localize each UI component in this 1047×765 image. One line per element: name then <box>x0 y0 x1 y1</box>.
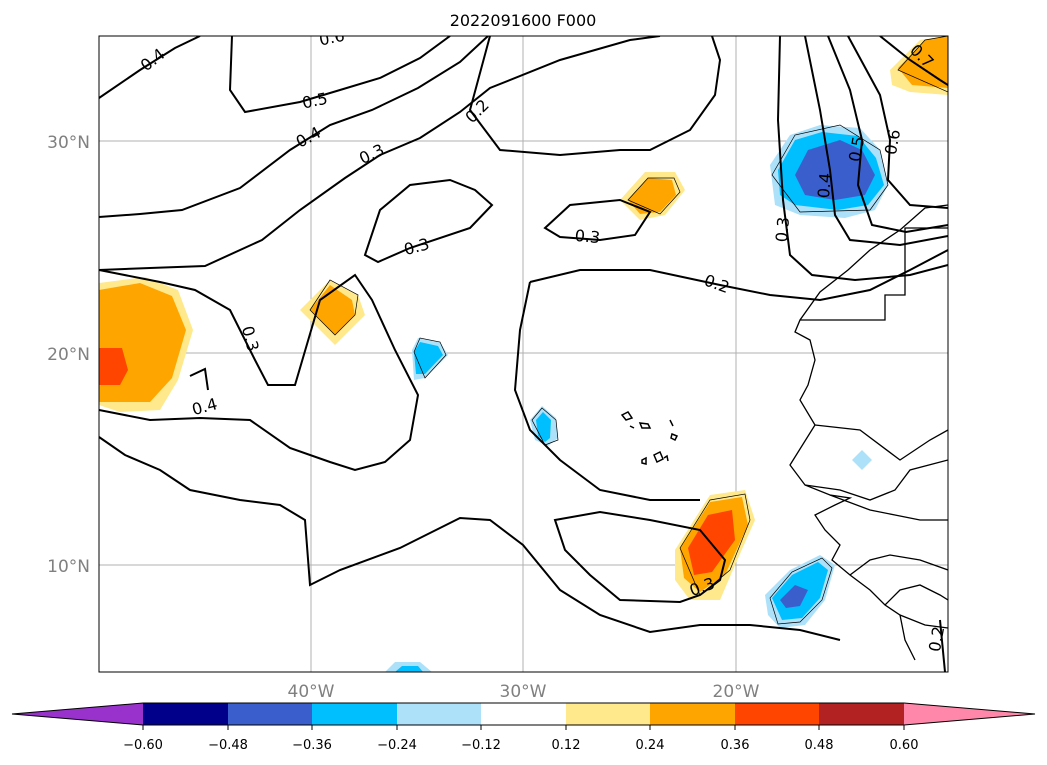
colorbar-segment <box>397 703 481 725</box>
contour-label: 0.6 <box>881 128 904 156</box>
colorbar-segment <box>819 703 904 725</box>
contour-label: 0.5 <box>300 89 329 113</box>
colorbar-ticks <box>142 725 905 730</box>
contour-0-2-north <box>468 36 722 157</box>
contour-label: 0.4 <box>814 172 835 199</box>
contour-0-4-small <box>189 367 209 391</box>
border-liberia <box>849 554 948 576</box>
lat-label-10n: 10°N <box>47 557 90 577</box>
colorbar-tick-label: −0.12 <box>461 738 501 753</box>
contour-0-6-east <box>847 36 948 209</box>
contour-0-3-east <box>776 36 948 282</box>
colorbar-segment <box>481 703 566 725</box>
border-ivory <box>884 584 948 606</box>
contour-label: 0.5 <box>845 135 868 163</box>
colorbar-tick-label: 0.36 <box>721 738 750 753</box>
contour-0-4-nw <box>99 36 201 99</box>
colorbar: −0.60 −0.48 −0.36 −0.24 −0.12 0.12 0.24 … <box>11 702 1036 753</box>
lat-label-30n: 30°N <box>47 133 90 153</box>
island-santo-antao <box>620 411 634 421</box>
negative-anomaly-small <box>385 338 872 672</box>
border-guinea <box>829 494 948 521</box>
colorbar-tick-label: −0.36 <box>292 738 332 753</box>
contour-0-3-small <box>543 198 652 242</box>
colorbar-tick-label: −0.60 <box>123 738 163 753</box>
border-mauritania <box>800 227 948 321</box>
colorbar-segment <box>143 703 228 725</box>
positive-anomaly-40w <box>300 280 365 345</box>
gridlines <box>99 36 948 672</box>
island-fogo <box>641 456 647 465</box>
island-santiago <box>653 450 664 464</box>
colorbar-tick-label: 0.60 <box>890 738 919 753</box>
contour-0-2-south <box>99 436 841 641</box>
cape-verde-islands <box>620 411 679 465</box>
contour-0-3-island <box>363 178 494 264</box>
colorbar-segment <box>228 703 312 725</box>
coastline <box>789 204 948 661</box>
colorbar-segment <box>735 703 819 725</box>
contour-0-7 <box>879 36 948 86</box>
border-senegal <box>804 459 948 501</box>
colorbar-extend-max <box>904 703 1035 725</box>
contour-label: 0.2 <box>925 625 948 653</box>
border-coast-south <box>899 614 916 661</box>
colorbar-tick-label: 0.48 <box>805 738 834 753</box>
border-mali <box>814 424 948 461</box>
island-sal <box>669 419 674 427</box>
colorbar-segment <box>566 703 650 725</box>
lon-label-20w: 20°W <box>713 682 760 702</box>
contour-0-4 <box>99 36 489 218</box>
island-boa-vista <box>670 432 679 442</box>
colorbar-tick-label: 0.12 <box>552 738 581 753</box>
map-area: 0.4 0.6 0.5 0.4 0.3 0.2 0.3 0.3 0.2 0.3 … <box>99 36 948 672</box>
contour-0-5-east <box>827 36 948 234</box>
contour-label: 0.3 <box>772 216 793 243</box>
contour-0-5 <box>228 36 451 114</box>
colorbar-tick-label: −0.48 <box>208 738 248 753</box>
lat-label-20n: 20°N <box>47 345 90 365</box>
contour-0-2-se <box>939 619 946 672</box>
colorbar-tick-label: −0.24 <box>377 738 417 753</box>
lon-label-30w: 30°W <box>500 682 547 702</box>
contour-0-3-west <box>99 269 420 472</box>
contour-0-3-south <box>553 510 727 604</box>
colorbar-extend-min <box>12 703 143 725</box>
lon-label-40w: 40°W <box>288 682 335 702</box>
map-frame <box>98 35 949 673</box>
negative-anomaly-guinea <box>765 555 835 628</box>
contour-0-3 <box>99 36 661 271</box>
colorbar-tick-label: 0.24 <box>636 738 665 753</box>
island-sao-vicente <box>629 425 635 429</box>
contour-lines <box>99 36 948 672</box>
colorbar-segment <box>650 703 735 725</box>
contour-label: 0.3 <box>574 226 601 247</box>
colorbar-segment <box>312 703 397 725</box>
island-sao-nicolau <box>638 422 652 429</box>
positive-anomaly-left <box>99 277 193 412</box>
contour-0-2-loop <box>513 281 700 501</box>
africa-coastline <box>789 204 948 629</box>
anomaly-outlines <box>309 36 948 625</box>
island-maio <box>663 454 669 462</box>
negative-anomaly-ne <box>770 125 888 218</box>
contour-0-4-east <box>804 36 948 247</box>
map-title: 2022091600 F000 <box>450 11 597 30</box>
